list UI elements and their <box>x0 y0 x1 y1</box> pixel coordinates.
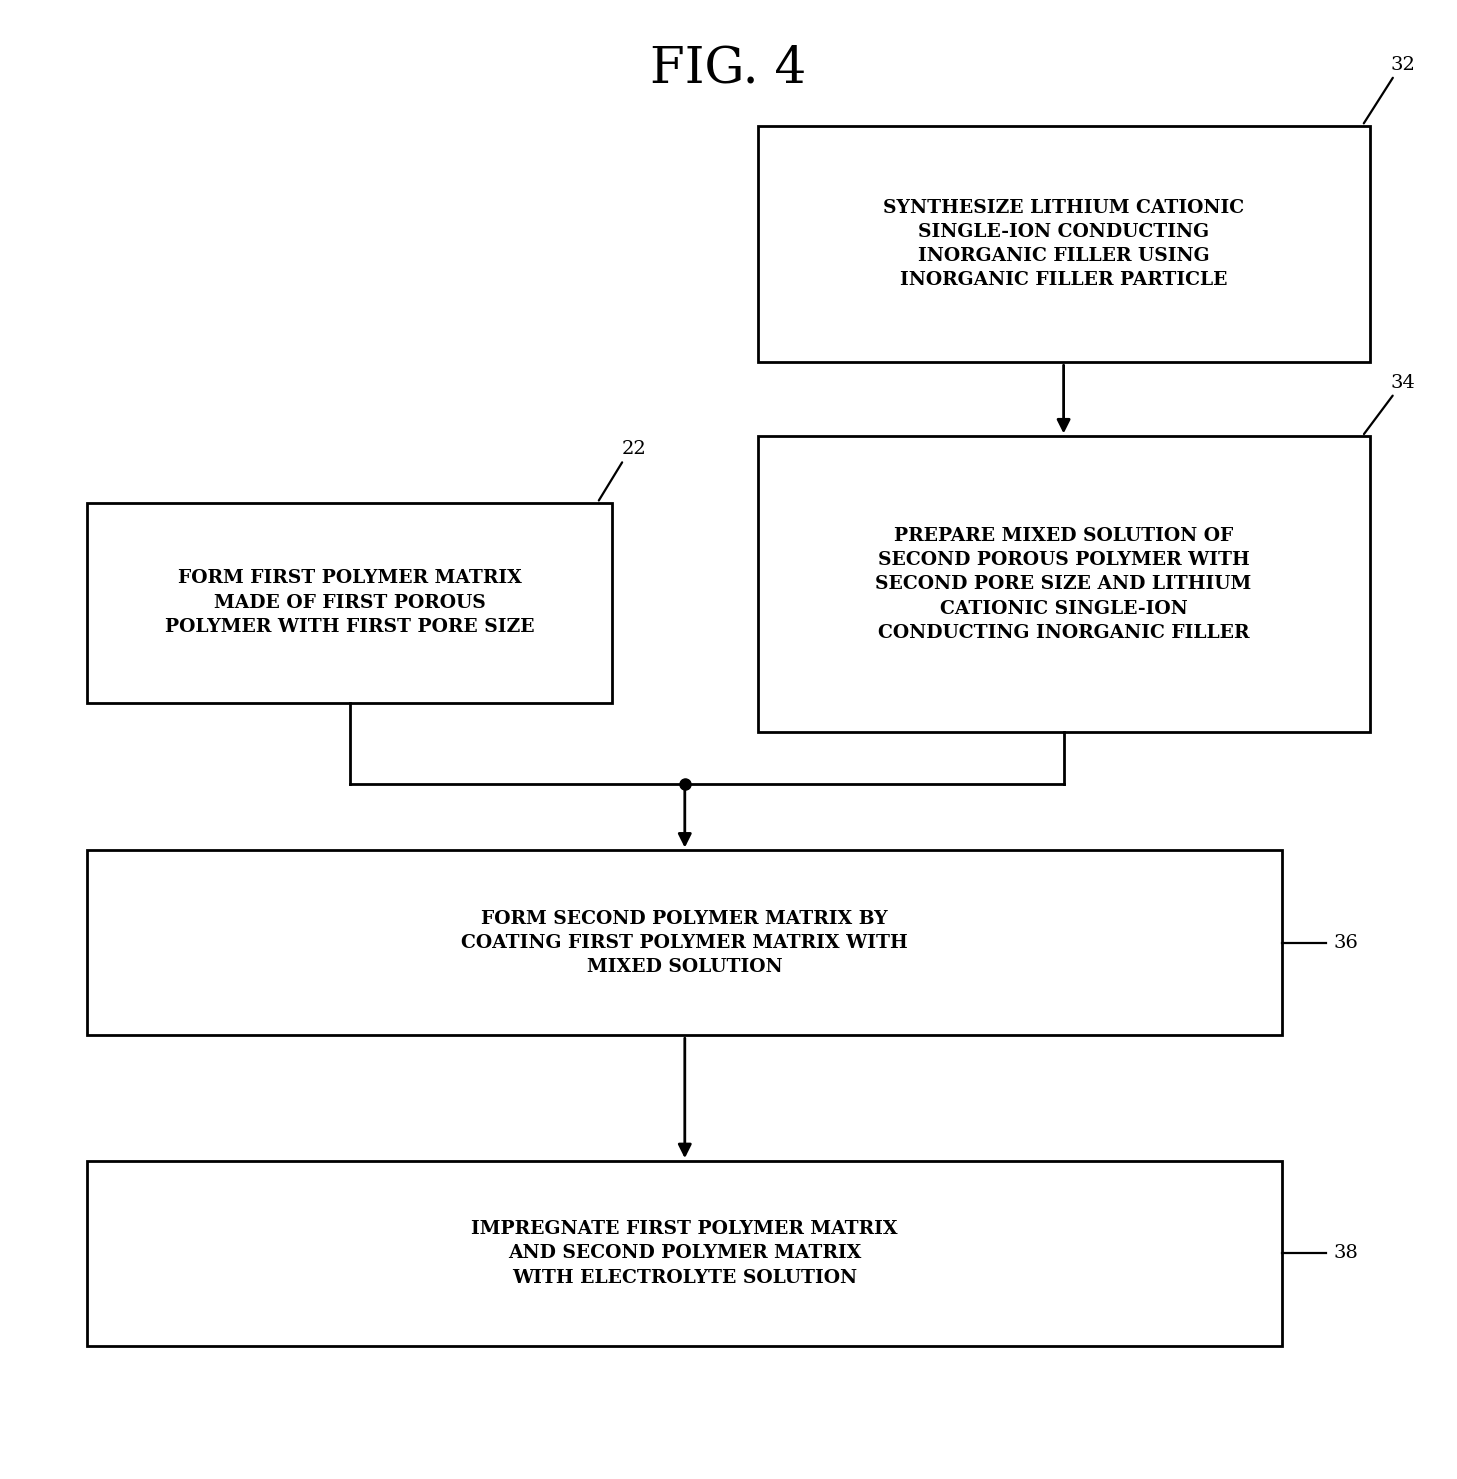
Text: SYNTHESIZE LITHIUM CATIONIC
SINGLE-ION CONDUCTING
INORGANIC FILLER USING
INORGAN: SYNTHESIZE LITHIUM CATIONIC SINGLE-ION C… <box>883 198 1244 290</box>
Text: 36: 36 <box>1333 933 1358 952</box>
FancyBboxPatch shape <box>87 1161 1282 1346</box>
Text: FORM FIRST POLYMER MATRIX
MADE OF FIRST POROUS
POLYMER WITH FIRST PORE SIZE: FORM FIRST POLYMER MATRIX MADE OF FIRST … <box>165 569 535 636</box>
FancyBboxPatch shape <box>87 850 1282 1035</box>
FancyBboxPatch shape <box>758 436 1370 732</box>
Text: PREPARE MIXED SOLUTION OF
SECOND POROUS POLYMER WITH
SECOND PORE SIZE AND LITHIU: PREPARE MIXED SOLUTION OF SECOND POROUS … <box>876 527 1252 642</box>
Text: 32: 32 <box>1390 56 1416 74</box>
FancyBboxPatch shape <box>758 126 1370 362</box>
Text: 34: 34 <box>1390 374 1416 392</box>
Text: FIG. 4: FIG. 4 <box>650 44 807 93</box>
Text: 38: 38 <box>1333 1244 1358 1263</box>
Text: IMPREGNATE FIRST POLYMER MATRIX
AND SECOND POLYMER MATRIX
WITH ELECTROLYTE SOLUT: IMPREGNATE FIRST POLYMER MATRIX AND SECO… <box>472 1220 898 1287</box>
FancyBboxPatch shape <box>87 503 612 703</box>
Text: 22: 22 <box>622 441 645 458</box>
Text: FORM SECOND POLYMER MATRIX BY
COATING FIRST POLYMER MATRIX WITH
MIXED SOLUTION: FORM SECOND POLYMER MATRIX BY COATING FI… <box>462 910 908 976</box>
